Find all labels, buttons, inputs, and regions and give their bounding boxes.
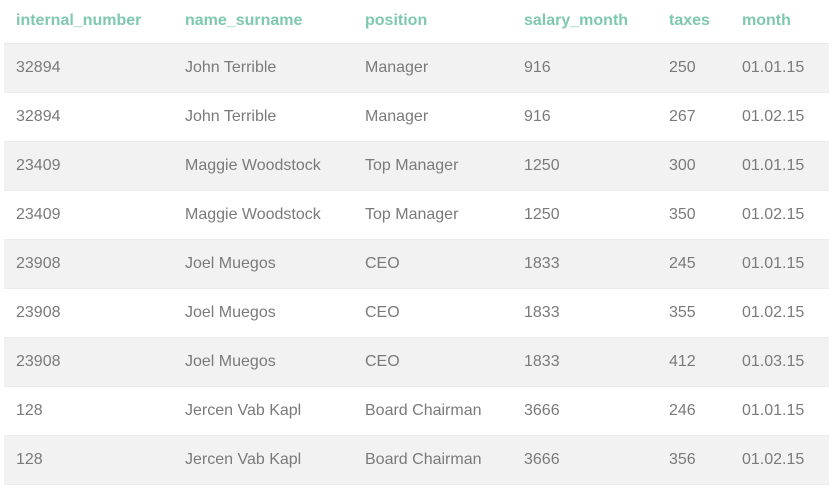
cell-salary-month: 1250 xyxy=(512,190,657,240)
cell-salary-month: 1833 xyxy=(512,337,657,387)
cell-salary-month: 3666 xyxy=(512,435,657,485)
cell-position: CEO xyxy=(353,288,512,338)
cell-position: Manager xyxy=(353,43,512,93)
cell-taxes: 412 xyxy=(657,337,730,387)
cell-position: Top Manager xyxy=(353,190,512,240)
cell-position: CEO xyxy=(353,239,512,289)
cell-taxes: 267 xyxy=(657,92,730,142)
cell-month: 01.02.15 xyxy=(730,92,829,142)
cell-internal-number: 23908 xyxy=(4,239,173,289)
cell-name-surname: Maggie Woodstock xyxy=(173,141,353,191)
cell-internal-number: 32894 xyxy=(4,92,173,142)
cell-taxes: 350 xyxy=(657,190,730,240)
cell-salary-month: 1250 xyxy=(512,141,657,191)
salary-table-container: internal_number name_surname position sa… xyxy=(4,0,829,485)
column-header-month[interactable]: month xyxy=(730,0,829,44)
cell-internal-number: 23409 xyxy=(4,141,173,191)
cell-position: CEO xyxy=(353,337,512,387)
cell-taxes: 245 xyxy=(657,239,730,289)
cell-name-surname: Jercen Vab Kapl xyxy=(173,386,353,436)
cell-taxes: 246 xyxy=(657,386,730,436)
cell-salary-month: 916 xyxy=(512,43,657,93)
cell-internal-number: 23908 xyxy=(4,288,173,338)
cell-taxes: 250 xyxy=(657,43,730,93)
table-body: 32894 John Terrible Manager 916 250 01.0… xyxy=(4,43,829,485)
table-row: 32894 John Terrible Manager 916 267 01.0… xyxy=(4,92,829,142)
table-row: 23908 Joel Muegos CEO 1833 245 01.01.15 xyxy=(4,239,829,289)
cell-name-surname: Jercen Vab Kapl xyxy=(173,435,353,485)
cell-name-surname: Maggie Woodstock xyxy=(173,190,353,240)
cell-name-surname: John Terrible xyxy=(173,92,353,142)
table-row: 23908 Joel Muegos CEO 1833 412 01.03.15 xyxy=(4,337,829,387)
column-header-position[interactable]: position xyxy=(353,0,512,44)
cell-internal-number: 128 xyxy=(4,435,173,485)
cell-internal-number: 32894 xyxy=(4,43,173,93)
salary-table: internal_number name_surname position sa… xyxy=(4,0,829,485)
cell-internal-number: 23409 xyxy=(4,190,173,240)
cell-month: 01.01.15 xyxy=(730,386,829,436)
column-header-taxes[interactable]: taxes xyxy=(657,0,730,44)
cell-taxes: 355 xyxy=(657,288,730,338)
table-row: 128 Jercen Vab Kapl Board Chairman 3666 … xyxy=(4,435,829,485)
table-row: 32894 John Terrible Manager 916 250 01.0… xyxy=(4,43,829,93)
cell-position: Top Manager xyxy=(353,141,512,191)
column-header-salary-month[interactable]: salary_month xyxy=(512,0,657,44)
table-row: 23409 Maggie Woodstock Top Manager 1250 … xyxy=(4,190,829,240)
cell-name-surname: Joel Muegos xyxy=(173,239,353,289)
table-row: 128 Jercen Vab Kapl Board Chairman 3666 … xyxy=(4,386,829,436)
cell-salary-month: 3666 xyxy=(512,386,657,436)
cell-month: 01.02.15 xyxy=(730,190,829,240)
cell-name-surname: John Terrible xyxy=(173,43,353,93)
cell-internal-number: 128 xyxy=(4,386,173,436)
cell-taxes: 300 xyxy=(657,141,730,191)
column-header-name-surname[interactable]: name_surname xyxy=(173,0,353,44)
cell-salary-month: 1833 xyxy=(512,239,657,289)
cell-name-surname: Joel Muegos xyxy=(173,288,353,338)
cell-month: 01.02.15 xyxy=(730,435,829,485)
header-row: internal_number name_surname position sa… xyxy=(4,0,829,44)
table-row: 23908 Joel Muegos CEO 1833 355 01.02.15 xyxy=(4,288,829,338)
table-row: 23409 Maggie Woodstock Top Manager 1250 … xyxy=(4,141,829,191)
column-header-internal-number[interactable]: internal_number xyxy=(4,0,173,44)
cell-month: 01.02.15 xyxy=(730,288,829,338)
cell-month: 01.01.15 xyxy=(730,43,829,93)
cell-name-surname: Joel Muegos xyxy=(173,337,353,387)
table-header: internal_number name_surname position sa… xyxy=(4,0,829,44)
cell-month: 01.03.15 xyxy=(730,337,829,387)
cell-taxes: 356 xyxy=(657,435,730,485)
cell-position: Board Chairman xyxy=(353,386,512,436)
cell-internal-number: 23908 xyxy=(4,337,173,387)
cell-month: 01.01.15 xyxy=(730,141,829,191)
cell-salary-month: 1833 xyxy=(512,288,657,338)
cell-position: Manager xyxy=(353,92,512,142)
cell-month: 01.01.15 xyxy=(730,239,829,289)
cell-salary-month: 916 xyxy=(512,92,657,142)
cell-position: Board Chairman xyxy=(353,435,512,485)
